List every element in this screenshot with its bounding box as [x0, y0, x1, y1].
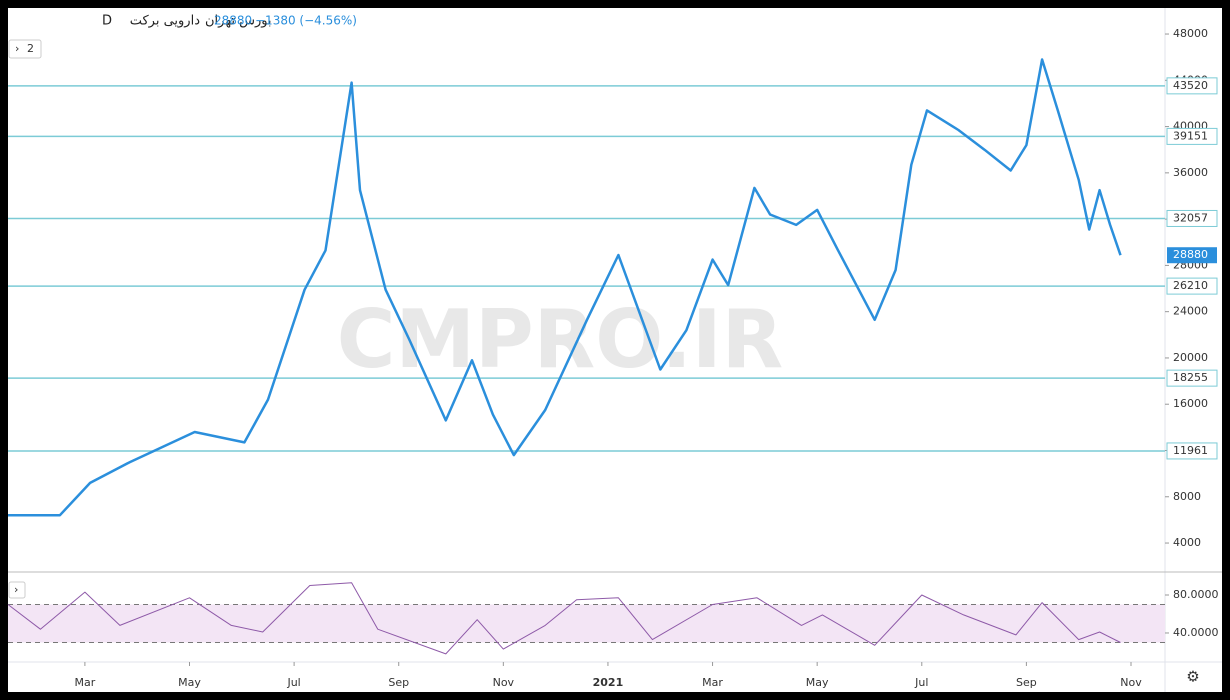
level-label-box — [1166, 127, 1218, 145]
y-tick-label: 16000 — [1173, 397, 1208, 410]
symbol: دارویی برکت — [130, 14, 200, 29]
x-tick-label: Nov — [1120, 676, 1142, 689]
level-label-box — [1166, 209, 1218, 227]
x-tick-label: May — [178, 676, 201, 689]
level-label: 39151 — [1173, 129, 1208, 142]
x-tick-label: 2021 — [593, 676, 624, 689]
background — [8, 8, 1222, 692]
exchange: بورس تهران — [205, 14, 272, 29]
level-label-box — [1166, 369, 1218, 387]
y-tick-label: 40.0000 — [1173, 626, 1219, 639]
header-price: 28880 — [214, 14, 252, 28]
level-label: 43520 — [1173, 79, 1208, 92]
y-tick-label: 24000 — [1173, 305, 1208, 318]
y-tick-label: 80.0000 — [1173, 588, 1219, 601]
x-tick-label: Mar — [75, 676, 96, 689]
x-tick-label: Mar — [702, 676, 723, 689]
header-change: −1380 (−4.56%) — [255, 14, 357, 28]
level-label: 11961 — [1173, 444, 1208, 457]
x-tick-label: Jul — [286, 676, 300, 689]
series-line — [8, 58, 1122, 517]
level-label-box — [1166, 277, 1218, 295]
y-tick-label: 4000 — [1173, 536, 1201, 549]
interval: D — [102, 14, 112, 29]
y-tick-label: 20000 — [1173, 351, 1208, 364]
level-label-box — [1166, 442, 1218, 460]
watermark: CMPRO.IR — [337, 293, 784, 386]
series-line — [7, 582, 1121, 655]
last-price-label: 28880 — [1173, 248, 1208, 261]
rsi-toggle[interactable] — [8, 581, 26, 599]
settings[interactable]: ⚙ — [1186, 668, 1199, 686]
y-tick-label: 48000 — [1173, 27, 1208, 40]
x-tick-label: Sep — [1016, 676, 1037, 689]
level-label-box — [1166, 77, 1218, 95]
indicator-count: 2 — [27, 42, 34, 55]
indicator-toggle[interactable] — [8, 39, 42, 59]
x-tick-label: Nov — [493, 676, 515, 689]
x-tick-label: May — [806, 676, 829, 689]
y-tick-label: 36000 — [1173, 166, 1208, 179]
level-label: 18255 — [1173, 371, 1208, 384]
indicator-toggle-arrow: › — [15, 42, 19, 55]
x-tick-label: Jul — [914, 676, 928, 689]
rsi-toggle-arrow: › — [14, 583, 18, 596]
level-label: 32057 — [1173, 211, 1208, 224]
x-tick-label: Sep — [388, 676, 409, 689]
y-tick-label: 8000 — [1173, 490, 1201, 503]
level-label: 26210 — [1173, 279, 1208, 292]
last-price-box — [1167, 247, 1217, 264]
rsi-band — [8, 604, 1165, 643]
